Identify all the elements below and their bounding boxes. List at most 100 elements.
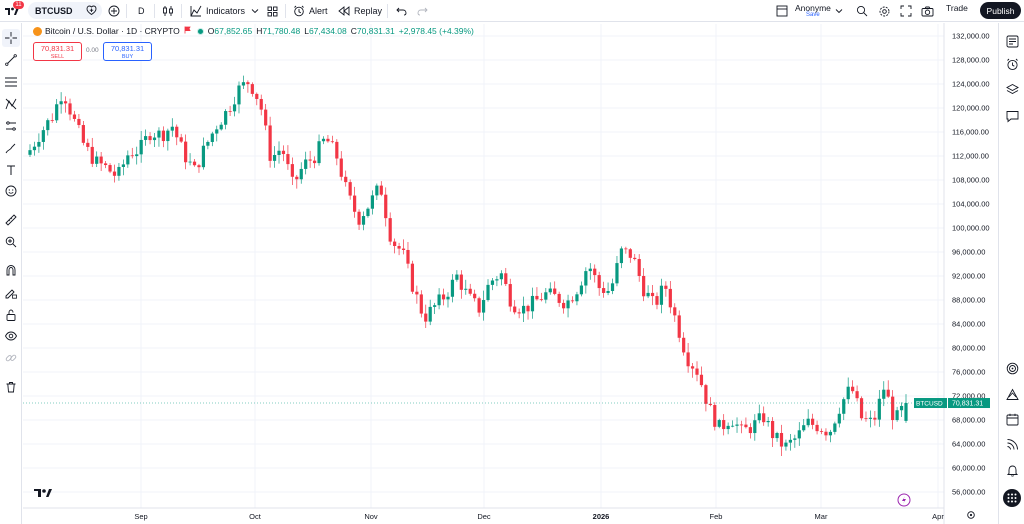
- candle: [846, 377, 850, 404]
- trend-line-icon[interactable]: [2, 51, 20, 69]
- layout-icon[interactable]: [776, 0, 788, 22]
- price-tick-label: 88,000.00: [952, 296, 985, 305]
- chat-icon[interactable]: [1003, 107, 1021, 125]
- candle: [424, 304, 428, 329]
- undo-icon[interactable]: [396, 0, 407, 22]
- layout-name[interactable]: Anonyme: [795, 3, 831, 13]
- snapshot-icon[interactable]: [921, 0, 934, 22]
- candle: [295, 174, 299, 189]
- flash-icon[interactable]: [897, 493, 911, 507]
- candle: [401, 239, 406, 255]
- search-icon[interactable]: [856, 0, 868, 22]
- buy-label: BUY: [121, 54, 134, 60]
- candle: [633, 253, 637, 261]
- indicators-button[interactable]: Indicators: [190, 0, 245, 22]
- crosshair-icon[interactable]: [2, 29, 20, 47]
- alert-label: Alert: [309, 6, 328, 16]
- alerts-icon[interactable]: [1003, 55, 1021, 73]
- candle: [103, 161, 108, 169]
- projection-icon[interactable]: [2, 117, 20, 135]
- settings-icon[interactable]: [878, 0, 891, 22]
- candle: [388, 212, 392, 246]
- candle: [281, 145, 286, 162]
- candle: [170, 118, 174, 137]
- zoom-icon[interactable]: [2, 233, 20, 251]
- last-price-tag-label: 70,831.31: [952, 401, 983, 408]
- close-value: 70,831.31: [356, 26, 395, 36]
- candle: [895, 406, 899, 422]
- watchlist-icon[interactable]: [1003, 32, 1021, 50]
- magnet-icon[interactable]: [2, 261, 20, 279]
- replay-button[interactable]: Replay: [338, 0, 382, 22]
- candle: [819, 428, 824, 435]
- candle: [250, 82, 254, 97]
- candle: [722, 414, 726, 436]
- redo-icon[interactable]: [417, 0, 428, 22]
- axis-settings-icon[interactable]: [967, 511, 975, 519]
- candles-icon[interactable]: [162, 0, 174, 22]
- apps-icon[interactable]: [1003, 489, 1021, 507]
- candle: [46, 118, 50, 136]
- layout-dropdown-chevron-icon[interactable]: [835, 0, 843, 22]
- pattern-icon[interactable]: [2, 95, 20, 113]
- layout-save-status[interactable]: Save: [806, 12, 820, 18]
- candle: [490, 277, 495, 291]
- spread-value: 0.00: [86, 47, 99, 54]
- bitcoin-logo-icon: [33, 26, 42, 36]
- ruler-icon[interactable]: [2, 211, 20, 229]
- candle: [37, 133, 41, 153]
- candle: [148, 132, 152, 145]
- trash-icon[interactable]: [2, 378, 20, 396]
- interval-button[interactable]: D: [138, 6, 145, 16]
- broadcast-icon[interactable]: [1003, 435, 1021, 453]
- alert-button[interactable]: Alert: [293, 0, 328, 22]
- candle: [361, 211, 366, 231]
- price-tick-label: 56,000.00: [952, 488, 985, 497]
- eye-icon[interactable]: [2, 327, 20, 345]
- candle: [255, 92, 259, 106]
- fib-icon[interactable]: [2, 73, 20, 91]
- lock-icon[interactable]: [2, 306, 20, 324]
- fullscreen-icon[interactable]: [900, 0, 912, 22]
- notifications-icon[interactable]: [1003, 461, 1021, 479]
- target-icon[interactable]: [1003, 359, 1021, 377]
- buy-button[interactable]: 70,831.31 BUY: [103, 42, 152, 61]
- indicators-label: Indicators: [206, 6, 246, 16]
- candle: [882, 381, 886, 407]
- candle: [690, 363, 695, 378]
- text-icon[interactable]: [2, 161, 20, 179]
- trade-button[interactable]: Trade: [946, 3, 968, 13]
- flag-icon[interactable]: [184, 26, 191, 36]
- logo-icon[interactable]: [4, 0, 20, 22]
- candle: [779, 424, 784, 457]
- layers-icon[interactable]: [1003, 80, 1021, 98]
- candle: [28, 144, 32, 157]
- indicators-dropdown-chevron-icon[interactable]: [251, 0, 259, 22]
- symbol-search[interactable]: BTCUSD: [28, 2, 102, 19]
- candle: [806, 409, 810, 428]
- price-axis[interactable]: 132,000.00 128,000.00 124,000.00 120,000.00…: [943, 23, 990, 524]
- candle: [504, 267, 508, 287]
- candle: [713, 402, 717, 431]
- add-symbol-icon[interactable]: [86, 5, 97, 18]
- price-tick-label: 104,000.00: [952, 200, 990, 209]
- publish-button[interactable]: Publish: [980, 2, 1021, 19]
- symbol-price-tag: [914, 398, 947, 409]
- time-axis[interactable]: Sep Oct Nov Dec 2026 Feb Mar Apr: [23, 507, 944, 521]
- emoji-icon[interactable]: [2, 182, 20, 200]
- sell-button[interactable]: 70,831.31 SELL: [33, 42, 82, 61]
- candle: [521, 296, 526, 322]
- ideas-icon[interactable]: [1003, 385, 1021, 403]
- candle: [72, 110, 77, 122]
- notification-badge: 11: [13, 1, 24, 9]
- candle: [357, 209, 361, 230]
- symbol-title[interactable]: Bitcoin / U.S. Dollar · 1D · CRYPTO: [45, 26, 180, 36]
- templates-icon[interactable]: [267, 0, 278, 22]
- link-icon[interactable]: [2, 349, 20, 367]
- calendar-icon[interactable]: [1003, 410, 1021, 428]
- lock-drawing-icon[interactable]: [2, 284, 20, 302]
- brush-icon[interactable]: [2, 139, 20, 157]
- compare-icon[interactable]: [108, 0, 120, 22]
- candle: [686, 343, 690, 373]
